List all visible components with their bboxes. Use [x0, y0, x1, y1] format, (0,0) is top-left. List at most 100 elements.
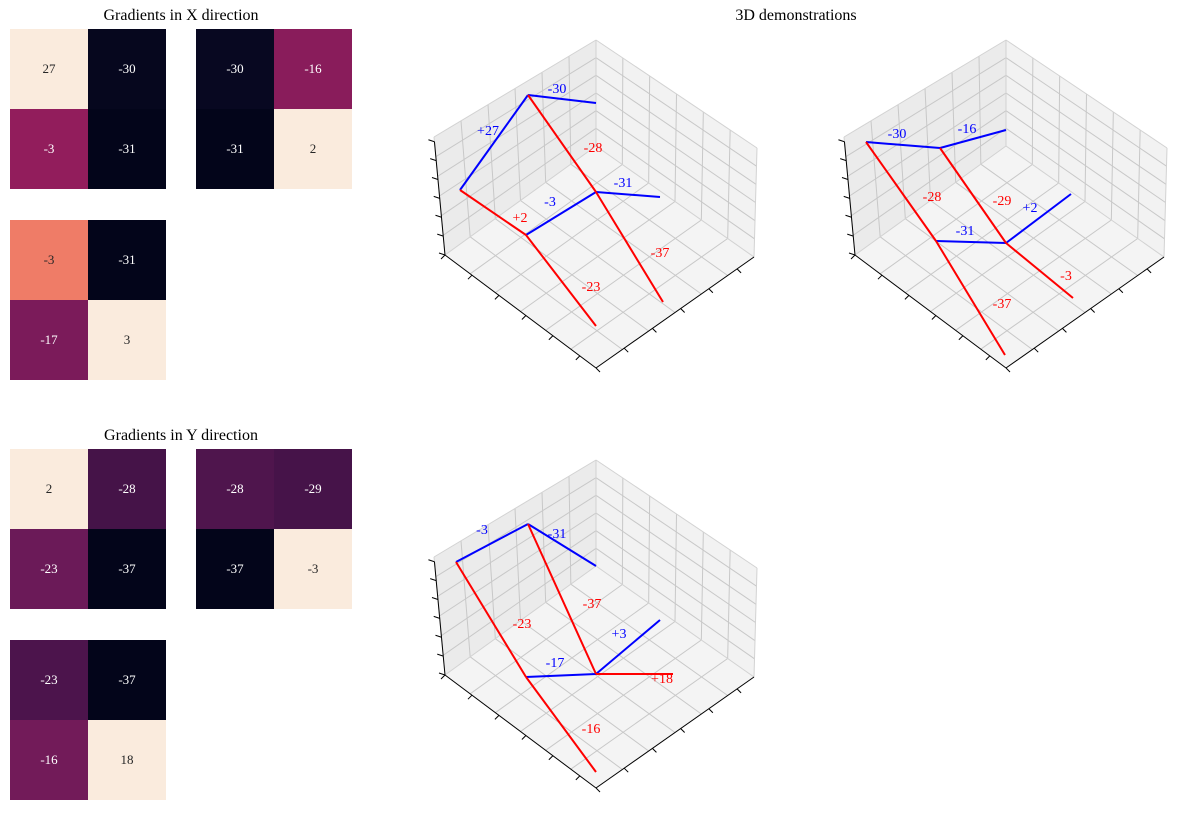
tick	[680, 728, 685, 733]
heatmap-cell: -3	[274, 529, 352, 609]
blue-edge-label: -31	[548, 527, 567, 542]
tick	[736, 688, 742, 694]
tick	[435, 214, 442, 218]
heatmap-cell: -30	[196, 29, 274, 109]
gridline	[595, 477, 757, 587]
tick	[652, 328, 657, 333]
tick	[494, 715, 500, 720]
red-edge	[1005, 242, 1074, 299]
tick	[985, 355, 991, 361]
x-axis-line	[444, 674, 597, 789]
heatmap-cell: -23	[10, 529, 88, 609]
blue-edge	[595, 191, 661, 198]
tick	[708, 288, 714, 294]
heatmap-cell: -31	[196, 109, 274, 189]
pane-edge	[433, 459, 597, 558]
pane-edge	[444, 565, 597, 676]
red-edge	[935, 240, 1006, 356]
tick	[431, 597, 439, 600]
gridline	[980, 163, 1138, 276]
tick	[428, 139, 435, 143]
gridline	[570, 163, 728, 276]
tick	[736, 268, 742, 274]
pane-edge	[444, 145, 597, 256]
tick	[1033, 347, 1039, 353]
blue-edge	[1005, 193, 1072, 244]
pane-edge	[753, 567, 758, 678]
tick	[840, 158, 847, 162]
3d-axes-box	[428, 459, 758, 793]
red-edge-label: -23	[513, 617, 532, 632]
tick	[467, 274, 473, 280]
tick	[575, 775, 581, 781]
tick	[440, 674, 446, 680]
red-edge-label: -29	[993, 194, 1012, 209]
tick	[431, 177, 439, 180]
tick	[841, 177, 849, 180]
heatmap-cell: -28	[196, 449, 274, 529]
tick	[521, 735, 527, 740]
pane-edge	[595, 145, 755, 258]
y-axis-line	[595, 256, 755, 369]
pane-edge	[595, 565, 755, 678]
heatmap-cell: 3	[88, 300, 166, 380]
tick	[845, 214, 852, 218]
tick	[575, 355, 581, 361]
tick	[1062, 328, 1067, 333]
heatmap-cell: -3	[10, 220, 88, 300]
pane-edge	[595, 39, 758, 149]
heatmap-cell: -23	[10, 640, 88, 720]
red-edge	[527, 94, 597, 193]
pane-edge	[595, 459, 758, 569]
tick	[548, 755, 554, 761]
tick	[433, 195, 440, 199]
blue-edge-label: +3	[612, 627, 627, 642]
blue-edge	[865, 141, 941, 149]
pane-edge	[753, 147, 758, 258]
tick	[838, 139, 845, 143]
gridline	[845, 57, 1007, 158]
red-edge-label: +2	[513, 211, 528, 226]
red-edge-label: -3	[1060, 269, 1072, 284]
blue-edge	[935, 240, 1007, 244]
tick	[1005, 367, 1011, 373]
y-axis-line	[595, 676, 755, 789]
tick	[438, 252, 446, 256]
blue-edge	[527, 94, 597, 104]
pane-edge	[854, 145, 1007, 256]
tick	[1090, 308, 1095, 313]
tick	[848, 252, 856, 256]
x-gradients-title: Gradients in X direction	[103, 7, 259, 24]
red-edge-label: -37	[651, 246, 670, 261]
red-edge-label: -16	[582, 722, 601, 737]
x-axis-line	[854, 254, 1007, 369]
heatmap-cell: 18	[88, 720, 166, 800]
gridline	[435, 57, 597, 158]
y-axis-line	[1005, 256, 1165, 369]
back-pane-left	[434, 460, 596, 675]
heatmap-cell: -16	[274, 29, 352, 109]
red-edge-label: -28	[923, 190, 942, 205]
tick	[1118, 288, 1124, 294]
red-edge-label: -28	[584, 141, 603, 156]
tick	[430, 578, 437, 582]
blue-edge-label: -31	[956, 224, 975, 239]
blue-edge-label: -16	[958, 122, 977, 137]
demos-title: 3D demonstrations	[735, 7, 857, 24]
tick	[433, 615, 440, 619]
red-edge-label: -37	[993, 297, 1012, 312]
heatmap-cell: -31	[88, 109, 166, 189]
heatmap-cell: 27	[10, 29, 88, 109]
tick	[440, 254, 446, 260]
back-pane-left	[434, 40, 596, 255]
tick	[438, 672, 446, 676]
blue-edge-label: +2	[1023, 201, 1038, 216]
tick	[623, 767, 629, 773]
blue-edge-label: -31	[614, 176, 633, 191]
tick	[958, 335, 964, 341]
blue-edge	[527, 523, 597, 567]
blue-edge-label: +27	[477, 124, 499, 139]
red-edge	[865, 141, 937, 242]
heatmap-cell: -30	[88, 29, 166, 109]
